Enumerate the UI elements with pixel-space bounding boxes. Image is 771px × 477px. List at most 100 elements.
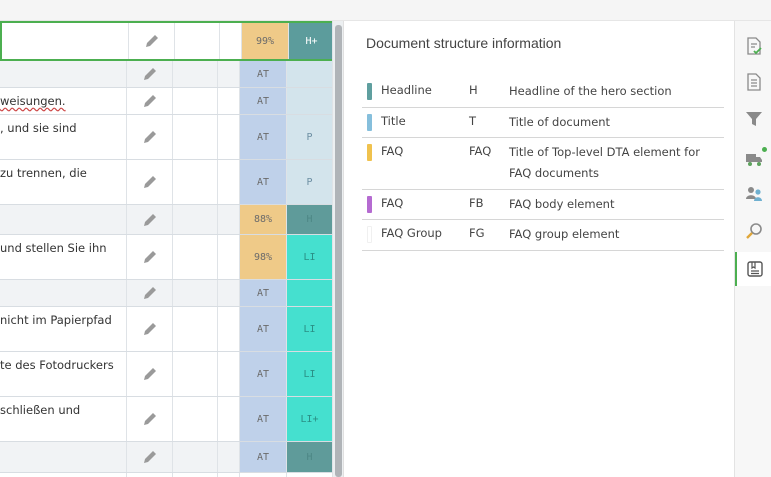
search-icon — [745, 223, 762, 239]
edit-button[interactable] — [127, 280, 173, 306]
empty-cell — [173, 442, 218, 472]
document-structure-button[interactable] — [735, 252, 771, 286]
source-text-cell[interactable]: schließen und — [0, 397, 127, 441]
edit-button[interactable] — [127, 160, 173, 204]
table-row[interactable]: 99% H+ — [0, 21, 332, 61]
table-row[interactable]: te des Fotodruckers AT LI — [0, 352, 332, 397]
match-percentage: AT — [240, 397, 287, 441]
legend-name: FAQ Group — [381, 226, 442, 240]
source-text-cell[interactable] — [0, 280, 127, 306]
legend-name: FAQ — [381, 144, 404, 158]
table-row[interactable]: AT H — [0, 442, 332, 473]
match-percentage: AT — [240, 442, 287, 472]
edit-button[interactable] — [127, 397, 173, 441]
structure-tag — [287, 280, 332, 306]
empty-cell — [218, 352, 240, 396]
edit-button[interactable] — [127, 442, 173, 472]
structure-tag: H — [287, 205, 332, 234]
legend-row: FAQ Group FG FAQ group element — [362, 220, 724, 251]
empty-cell — [218, 61, 240, 87]
empty-cell — [173, 160, 218, 204]
empty-cell — [218, 115, 240, 159]
empty-cell — [218, 307, 240, 351]
legend-desc: Title of Top-level DTA element for FAQ d… — [509, 145, 700, 180]
structure-tag: P — [287, 160, 332, 204]
match-percentage: 99% — [242, 23, 289, 59]
scrollbar-thumb[interactable] — [335, 25, 342, 477]
empty-cell — [175, 23, 220, 59]
match-percentage: AT — [240, 115, 287, 159]
pencil-icon — [143, 95, 156, 107]
table-row[interactable]: , und sie sind AT P — [0, 115, 332, 160]
truck-icon — [745, 154, 762, 166]
source-text-cell[interactable] — [0, 473, 127, 477]
table-row[interactable]: AT — [0, 280, 332, 307]
color-swatch — [367, 83, 372, 100]
pencil-icon — [143, 323, 156, 335]
table-row[interactable]: 88% H — [0, 205, 332, 235]
empty-cell — [218, 160, 240, 204]
edit-button[interactable] — [127, 352, 173, 396]
legend-name: Headline — [381, 83, 432, 97]
source-text-cell[interactable]: weisungen. — [0, 88, 127, 114]
edit-button[interactable] — [127, 88, 173, 114]
edit-button[interactable] — [127, 61, 173, 87]
empty-cell — [173, 473, 218, 477]
filter-button[interactable] — [735, 102, 771, 136]
source-text-cell[interactable] — [0, 61, 127, 87]
table-row[interactable]: weisungen. AT — [0, 88, 332, 115]
source-text-cell[interactable]: , und sie sind — [0, 115, 127, 159]
pencil-icon — [143, 451, 156, 463]
edit-button[interactable] — [127, 115, 173, 159]
legend-row: FAQ FB FAQ body element — [362, 190, 724, 220]
empty-cell — [218, 205, 240, 234]
legend-name: Title — [381, 114, 406, 128]
empty-cell — [218, 280, 240, 306]
source-text-cell[interactable]: und stellen Sie ihn — [0, 235, 127, 279]
legend-desc: Headline of the hero section — [509, 84, 672, 98]
table-row[interactable]: zu trennen, die AT P — [0, 160, 332, 205]
document-button[interactable] — [735, 65, 771, 99]
panel-title: Document structure information — [366, 35, 562, 51]
document-check-icon — [746, 37, 762, 55]
legend-abbr: H — [469, 83, 478, 97]
legend-desc: Title of document — [509, 115, 611, 129]
qa-check-button[interactable] — [735, 29, 771, 63]
edit-button[interactable] — [127, 473, 173, 477]
structure-tag: P — [287, 115, 332, 159]
table-row[interactable]: und stellen Sie ihn 98% LI — [0, 235, 332, 280]
legend-abbr: FB — [469, 196, 484, 210]
workflow-button[interactable] — [735, 141, 771, 175]
pencil-icon — [143, 131, 156, 143]
empty-cell — [173, 280, 218, 306]
edit-button[interactable] — [127, 307, 173, 351]
source-text-cell[interactable] — [0, 205, 127, 234]
source-text-cell[interactable]: te des Fotodruckers — [0, 352, 127, 396]
table-row[interactable]: schließen und AT LI+ — [0, 397, 332, 442]
empty-cell — [218, 235, 240, 279]
legend-row: Title T Title of document — [362, 108, 724, 138]
edit-button[interactable] — [127, 205, 173, 234]
structure-info-panel: Document structure information Headline … — [345, 21, 734, 477]
users-icon — [745, 187, 762, 201]
edit-button[interactable] — [129, 23, 175, 59]
users-button[interactable] — [735, 177, 771, 211]
pencil-icon — [143, 213, 156, 226]
structure-tag: H+ — [289, 23, 332, 59]
legend-desc: FAQ body element — [509, 197, 615, 211]
table-row[interactable]: AT — [0, 61, 332, 88]
search-button[interactable] — [735, 214, 771, 248]
source-text-cell[interactable] — [0, 442, 127, 472]
structure-icon — [746, 261, 763, 277]
empty-cell — [173, 88, 218, 114]
edit-button[interactable] — [127, 235, 173, 279]
table-row[interactable] — [0, 473, 332, 477]
source-text-cell[interactable] — [2, 23, 129, 59]
pencil-icon — [143, 251, 156, 263]
table-row[interactable]: nicht im Papierpfad AT LI — [0, 307, 332, 352]
grid-scrollbar[interactable] — [332, 21, 344, 477]
source-text-cell[interactable]: zu trennen, die — [0, 160, 127, 204]
segment-grid: 99% H+ AT weisungen. AT , und sie sind A… — [0, 21, 332, 477]
source-text-cell[interactable]: nicht im Papierpfad — [0, 307, 127, 351]
empty-cell — [218, 473, 240, 477]
